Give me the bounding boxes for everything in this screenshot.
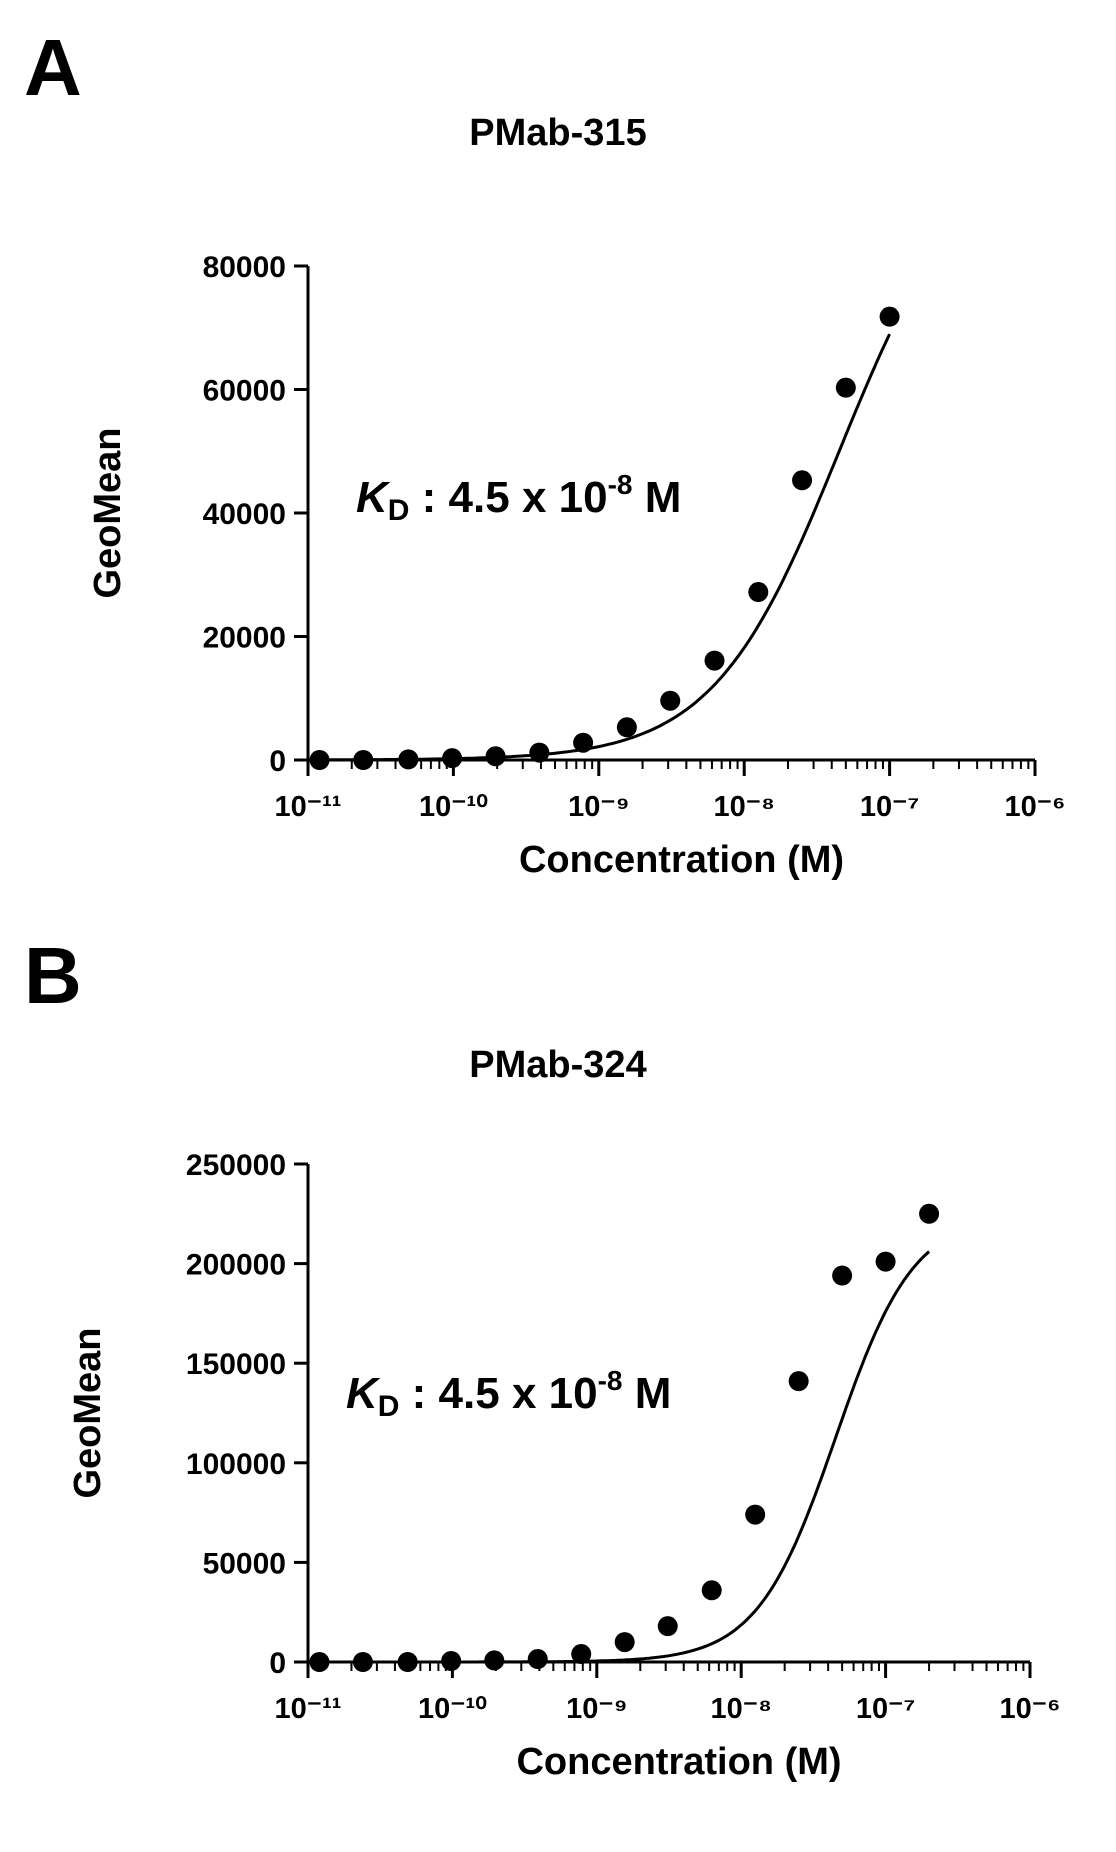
kd-annotation: KD : 4.5 x 10-8 M xyxy=(346,1365,671,1423)
kd-annotation: KD : 4.5 x 10-8 M xyxy=(356,469,681,527)
kd-exponent: -8 xyxy=(598,1365,623,1396)
data-point xyxy=(704,650,725,671)
x-tick-label: 10⁻⁷ xyxy=(856,1693,916,1725)
x-tick-label: 10⁻¹¹ xyxy=(275,791,342,823)
x-tick-label: 10⁻⁸ xyxy=(711,1693,772,1725)
data-point xyxy=(442,748,463,769)
y-tick-label: 200000 xyxy=(186,1249,286,1282)
data-point xyxy=(657,1616,678,1637)
y-tick-label: 60000 xyxy=(203,375,286,408)
y-tick-label: 50000 xyxy=(203,1547,286,1580)
fit-curve xyxy=(319,1250,931,1664)
data-point xyxy=(879,306,900,327)
x-tick-label: 10⁻⁹ xyxy=(566,1693,627,1725)
x-tick-label: 10⁻¹⁰ xyxy=(418,1693,487,1725)
panel-a: A PMab-315 0 20000 40000 60000 80000 10⁻¹¹ 10⁻… xyxy=(24,23,1066,882)
panel-label: A xyxy=(24,23,82,112)
data-point xyxy=(835,377,856,398)
data-point xyxy=(309,1652,330,1672)
y-tick-label: 0 xyxy=(269,1647,286,1680)
data-points xyxy=(309,1203,940,1672)
data-point xyxy=(614,1632,635,1653)
x-tick-label: 10⁻⁹ xyxy=(568,791,629,823)
y-tick-label: 250000 xyxy=(186,1149,286,1182)
kd-value: : 4.5 x 10 xyxy=(399,1369,597,1418)
kd-unit: M xyxy=(623,1369,672,1418)
y-tick-label: 40000 xyxy=(203,498,286,531)
x-tick-label: 10⁻¹⁰ xyxy=(419,791,488,823)
x-axis-title: Concentration (M) xyxy=(516,1741,841,1783)
x-tick-label: 10⁻⁶ xyxy=(1000,1693,1061,1725)
data-point xyxy=(397,1652,418,1672)
data-point xyxy=(919,1203,940,1224)
kd-unit: M xyxy=(633,473,682,522)
kd-value: : 4.5 x 10 xyxy=(409,473,607,522)
y-tick-label: 150000 xyxy=(186,1348,286,1381)
y-tick-label: 80000 xyxy=(203,251,286,284)
y-axis-title: GeoMean xyxy=(87,427,129,598)
panel-label: B xyxy=(24,931,82,1020)
data-point xyxy=(875,1251,896,1272)
data-point xyxy=(529,742,550,763)
x-tick-label: 10⁻¹¹ xyxy=(275,1693,342,1725)
y-tick-label: 0 xyxy=(269,745,286,778)
y-tick-label: 20000 xyxy=(203,622,286,655)
data-point xyxy=(832,1265,853,1286)
data-point xyxy=(745,1504,766,1525)
data-point xyxy=(352,1652,373,1672)
chart-plot: 0 20000 40000 60000 80000 10⁻¹¹ 10⁻¹⁰ 10⁻⁹ 10⁻⁸ 1… xyxy=(87,251,1066,881)
axes: 0 20000 40000 60000 80000 10⁻¹¹ 10⁻¹⁰ 10⁻⁹ 10⁻⁸ 1… xyxy=(203,251,1066,823)
data-point xyxy=(441,1651,462,1672)
chart-title: PMab-315 xyxy=(469,112,647,154)
data-point xyxy=(571,1644,592,1665)
data-point xyxy=(573,732,594,753)
y-axis-title: GeoMean xyxy=(67,1327,109,1498)
chart-plot: 0 50000 100000 150000 200000 250000 10⁻¹¹ 10⁻¹⁰… xyxy=(67,1149,1061,1783)
y-tick-label: 100000 xyxy=(186,1448,286,1481)
kd-exponent: -8 xyxy=(608,469,633,500)
data-point xyxy=(353,750,374,770)
kd-k: K xyxy=(356,473,391,522)
data-point xyxy=(309,750,330,770)
data-point xyxy=(484,1650,505,1671)
data-point xyxy=(792,470,813,491)
data-point xyxy=(485,746,506,767)
kd-subscript: D xyxy=(378,1390,400,1423)
data-point xyxy=(748,582,769,603)
data-point xyxy=(788,1371,809,1392)
data-point xyxy=(398,749,419,770)
x-tick-label: 10⁻⁸ xyxy=(714,791,775,823)
data-point xyxy=(701,1580,722,1601)
data-point xyxy=(527,1649,548,1670)
kd-subscript: D xyxy=(388,494,410,527)
x-axis-title: Concentration (M) xyxy=(519,839,844,881)
x-tick-label: 10⁻⁷ xyxy=(860,791,920,823)
x-tick-label: 10⁻⁶ xyxy=(1005,791,1066,823)
axes: 0 50000 100000 150000 200000 250000 10⁻¹¹ 10⁻¹⁰… xyxy=(186,1149,1061,1725)
data-point xyxy=(616,717,637,738)
fit-curve xyxy=(319,333,891,762)
data-points xyxy=(309,306,900,770)
data-point xyxy=(660,690,681,711)
panel-b: B PMab-324 0 50000 100000 150000 200000 25000… xyxy=(0,926,1116,1852)
chart-title: PMab-324 xyxy=(469,1044,647,1086)
kd-k: K xyxy=(346,1369,381,1418)
